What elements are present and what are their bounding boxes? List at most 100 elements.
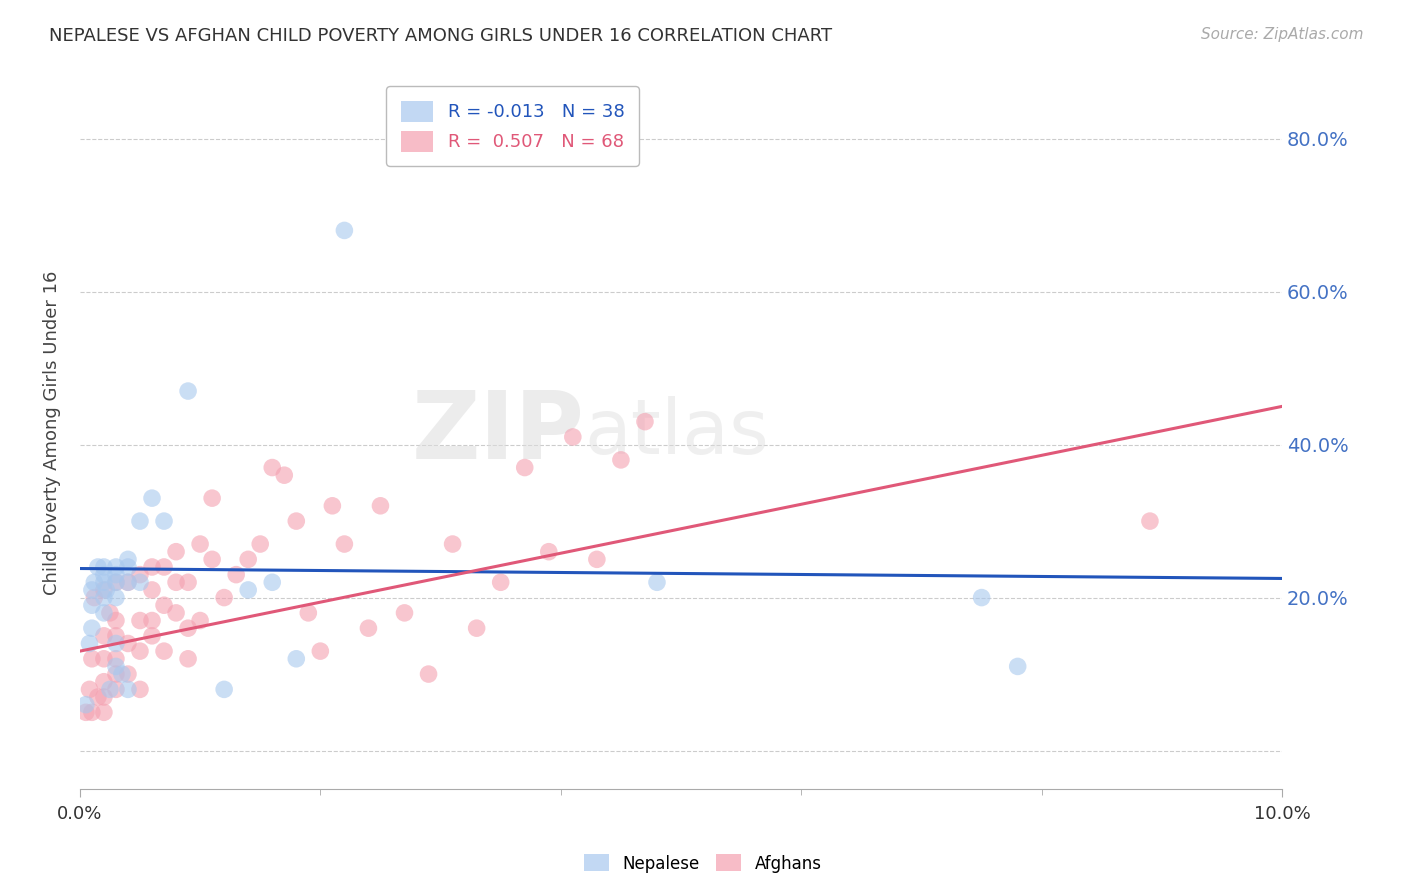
Point	[141, 582, 163, 597]
Point	[117, 575, 139, 590]
Point	[238, 552, 260, 566]
Point	[93, 706, 115, 720]
Legend: Nepalese, Afghans: Nepalese, Afghans	[578, 847, 828, 880]
Point	[333, 537, 356, 551]
Point	[129, 644, 152, 658]
Point	[586, 552, 609, 566]
Point	[117, 560, 139, 574]
Point	[188, 537, 211, 551]
Point	[610, 453, 633, 467]
Point	[441, 537, 464, 551]
Point	[104, 682, 127, 697]
Point	[141, 560, 163, 574]
Point	[177, 652, 200, 666]
Point	[201, 491, 224, 505]
Point	[104, 560, 127, 574]
Point	[513, 460, 536, 475]
Point	[104, 667, 127, 681]
Y-axis label: Child Poverty Among Girls Under 16: Child Poverty Among Girls Under 16	[44, 271, 60, 595]
Point	[98, 682, 121, 697]
Point	[177, 575, 200, 590]
Point	[80, 706, 103, 720]
Point	[970, 591, 993, 605]
Text: atlas: atlas	[585, 396, 769, 470]
Point	[165, 544, 187, 558]
Point	[93, 652, 115, 666]
Text: NEPALESE VS AFGHAN CHILD POVERTY AMONG GIRLS UNDER 16 CORRELATION CHART: NEPALESE VS AFGHAN CHILD POVERTY AMONG G…	[49, 27, 832, 45]
Point	[80, 652, 103, 666]
Point	[321, 499, 343, 513]
Point	[1007, 659, 1029, 673]
Point	[188, 614, 211, 628]
Point	[153, 514, 176, 528]
Point	[201, 552, 224, 566]
Point	[117, 552, 139, 566]
Point	[80, 582, 103, 597]
Text: ZIP: ZIP	[412, 387, 585, 479]
Point	[537, 544, 560, 558]
Point	[129, 575, 152, 590]
Point	[93, 690, 115, 704]
Point	[93, 629, 115, 643]
Point	[129, 614, 152, 628]
Point	[117, 575, 139, 590]
Point	[104, 575, 127, 590]
Point	[80, 599, 103, 613]
Point	[93, 567, 115, 582]
Point	[238, 582, 260, 597]
Point	[98, 606, 121, 620]
Point	[634, 415, 657, 429]
Point	[561, 430, 583, 444]
Point	[141, 614, 163, 628]
Point	[96, 582, 118, 597]
Point	[104, 629, 127, 643]
Point	[93, 560, 115, 574]
Point	[285, 514, 308, 528]
Point	[79, 682, 101, 697]
Point	[75, 698, 97, 712]
Point	[153, 599, 176, 613]
Point	[129, 514, 152, 528]
Point	[273, 468, 295, 483]
Point	[489, 575, 512, 590]
Point	[141, 491, 163, 505]
Point	[104, 659, 127, 673]
Point	[117, 667, 139, 681]
Point	[75, 706, 97, 720]
Point	[79, 636, 101, 650]
Point	[262, 460, 284, 475]
Point	[93, 582, 115, 597]
Point	[285, 652, 308, 666]
Point	[83, 575, 105, 590]
Point	[357, 621, 380, 635]
Point	[153, 644, 176, 658]
Point	[80, 621, 103, 635]
Point	[93, 674, 115, 689]
Point	[104, 636, 127, 650]
Point	[129, 567, 152, 582]
Point	[83, 591, 105, 605]
Point	[104, 575, 127, 590]
Point	[309, 644, 332, 658]
Point	[465, 621, 488, 635]
Point	[104, 591, 127, 605]
Point	[129, 682, 152, 697]
Point	[1139, 514, 1161, 528]
Text: Source: ZipAtlas.com: Source: ZipAtlas.com	[1201, 27, 1364, 42]
Point	[87, 560, 110, 574]
Point	[165, 606, 187, 620]
Point	[111, 667, 134, 681]
Point	[117, 636, 139, 650]
Point	[394, 606, 416, 620]
Point	[262, 575, 284, 590]
Point	[165, 575, 187, 590]
Point	[212, 591, 235, 605]
Point	[104, 614, 127, 628]
Point	[93, 591, 115, 605]
Point	[117, 682, 139, 697]
Legend: R = -0.013   N = 38, R =  0.507   N = 68: R = -0.013 N = 38, R = 0.507 N = 68	[387, 87, 638, 166]
Point	[93, 575, 115, 590]
Point	[87, 690, 110, 704]
Point	[249, 537, 271, 551]
Point	[177, 621, 200, 635]
